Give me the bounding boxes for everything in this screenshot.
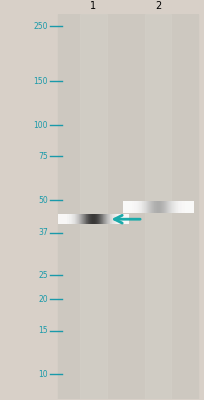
Bar xyxy=(80,14,106,399)
Text: 2: 2 xyxy=(154,1,161,11)
Text: 50: 50 xyxy=(38,196,48,205)
Text: 20: 20 xyxy=(38,295,48,304)
Text: 100: 100 xyxy=(33,121,48,130)
Text: 10: 10 xyxy=(38,370,48,379)
Text: 75: 75 xyxy=(38,152,48,161)
Text: 15: 15 xyxy=(38,326,48,335)
Bar xyxy=(58,14,197,399)
Text: 37: 37 xyxy=(38,228,48,238)
Text: 250: 250 xyxy=(33,22,48,31)
Text: 25: 25 xyxy=(38,271,48,280)
Bar xyxy=(144,14,170,399)
Text: 1: 1 xyxy=(90,1,96,11)
Text: 150: 150 xyxy=(33,77,48,86)
